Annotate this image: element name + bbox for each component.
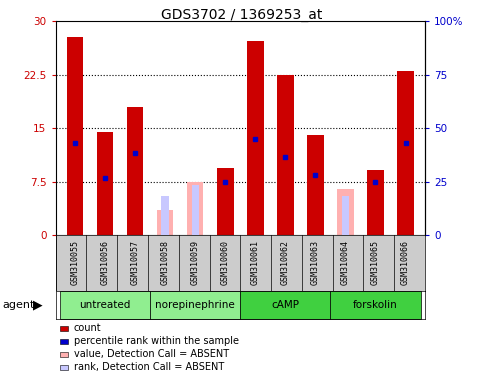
Text: GSM310056: GSM310056 bbox=[100, 240, 110, 285]
Text: agent: agent bbox=[2, 300, 35, 310]
Text: GSM310058: GSM310058 bbox=[161, 240, 170, 285]
Text: GSM310065: GSM310065 bbox=[371, 240, 380, 285]
Bar bbox=[341, 196, 349, 235]
Text: ▶: ▶ bbox=[33, 298, 43, 311]
Bar bbox=[217, 167, 234, 235]
Text: GSM310061: GSM310061 bbox=[251, 240, 260, 285]
Bar bbox=[241, 291, 330, 319]
Text: GDS3702 / 1369253_at: GDS3702 / 1369253_at bbox=[161, 8, 322, 22]
Text: cAMP: cAMP bbox=[271, 300, 299, 310]
Text: GSM310064: GSM310064 bbox=[341, 240, 350, 285]
Text: GSM310059: GSM310059 bbox=[191, 240, 200, 285]
Bar bbox=[307, 136, 324, 235]
Bar bbox=[60, 291, 150, 319]
Bar bbox=[277, 74, 294, 235]
Text: count: count bbox=[74, 323, 101, 333]
Text: GSM310055: GSM310055 bbox=[71, 240, 80, 285]
Text: value, Detection Call = ABSENT: value, Detection Call = ABSENT bbox=[74, 349, 229, 359]
Bar bbox=[397, 71, 414, 235]
Text: rank, Detection Call = ABSENT: rank, Detection Call = ABSENT bbox=[74, 362, 224, 372]
Bar bbox=[161, 196, 169, 235]
Bar bbox=[367, 170, 384, 235]
Bar bbox=[127, 107, 143, 235]
Bar bbox=[150, 291, 241, 319]
Text: norepinephrine: norepinephrine bbox=[156, 300, 235, 310]
Bar bbox=[247, 41, 264, 235]
Text: GSM310062: GSM310062 bbox=[281, 240, 290, 285]
Bar bbox=[67, 37, 84, 235]
Text: GSM310066: GSM310066 bbox=[401, 240, 410, 285]
Bar bbox=[157, 210, 173, 235]
Text: GSM310060: GSM310060 bbox=[221, 240, 230, 285]
Bar bbox=[337, 189, 354, 235]
Bar bbox=[97, 132, 114, 235]
Bar bbox=[192, 185, 199, 235]
Text: percentile rank within the sample: percentile rank within the sample bbox=[74, 336, 239, 346]
Text: GSM310063: GSM310063 bbox=[311, 240, 320, 285]
Text: forskolin: forskolin bbox=[353, 300, 398, 310]
Text: GSM310057: GSM310057 bbox=[131, 240, 140, 285]
Text: untreated: untreated bbox=[79, 300, 131, 310]
Bar bbox=[330, 291, 421, 319]
Bar bbox=[187, 182, 203, 235]
